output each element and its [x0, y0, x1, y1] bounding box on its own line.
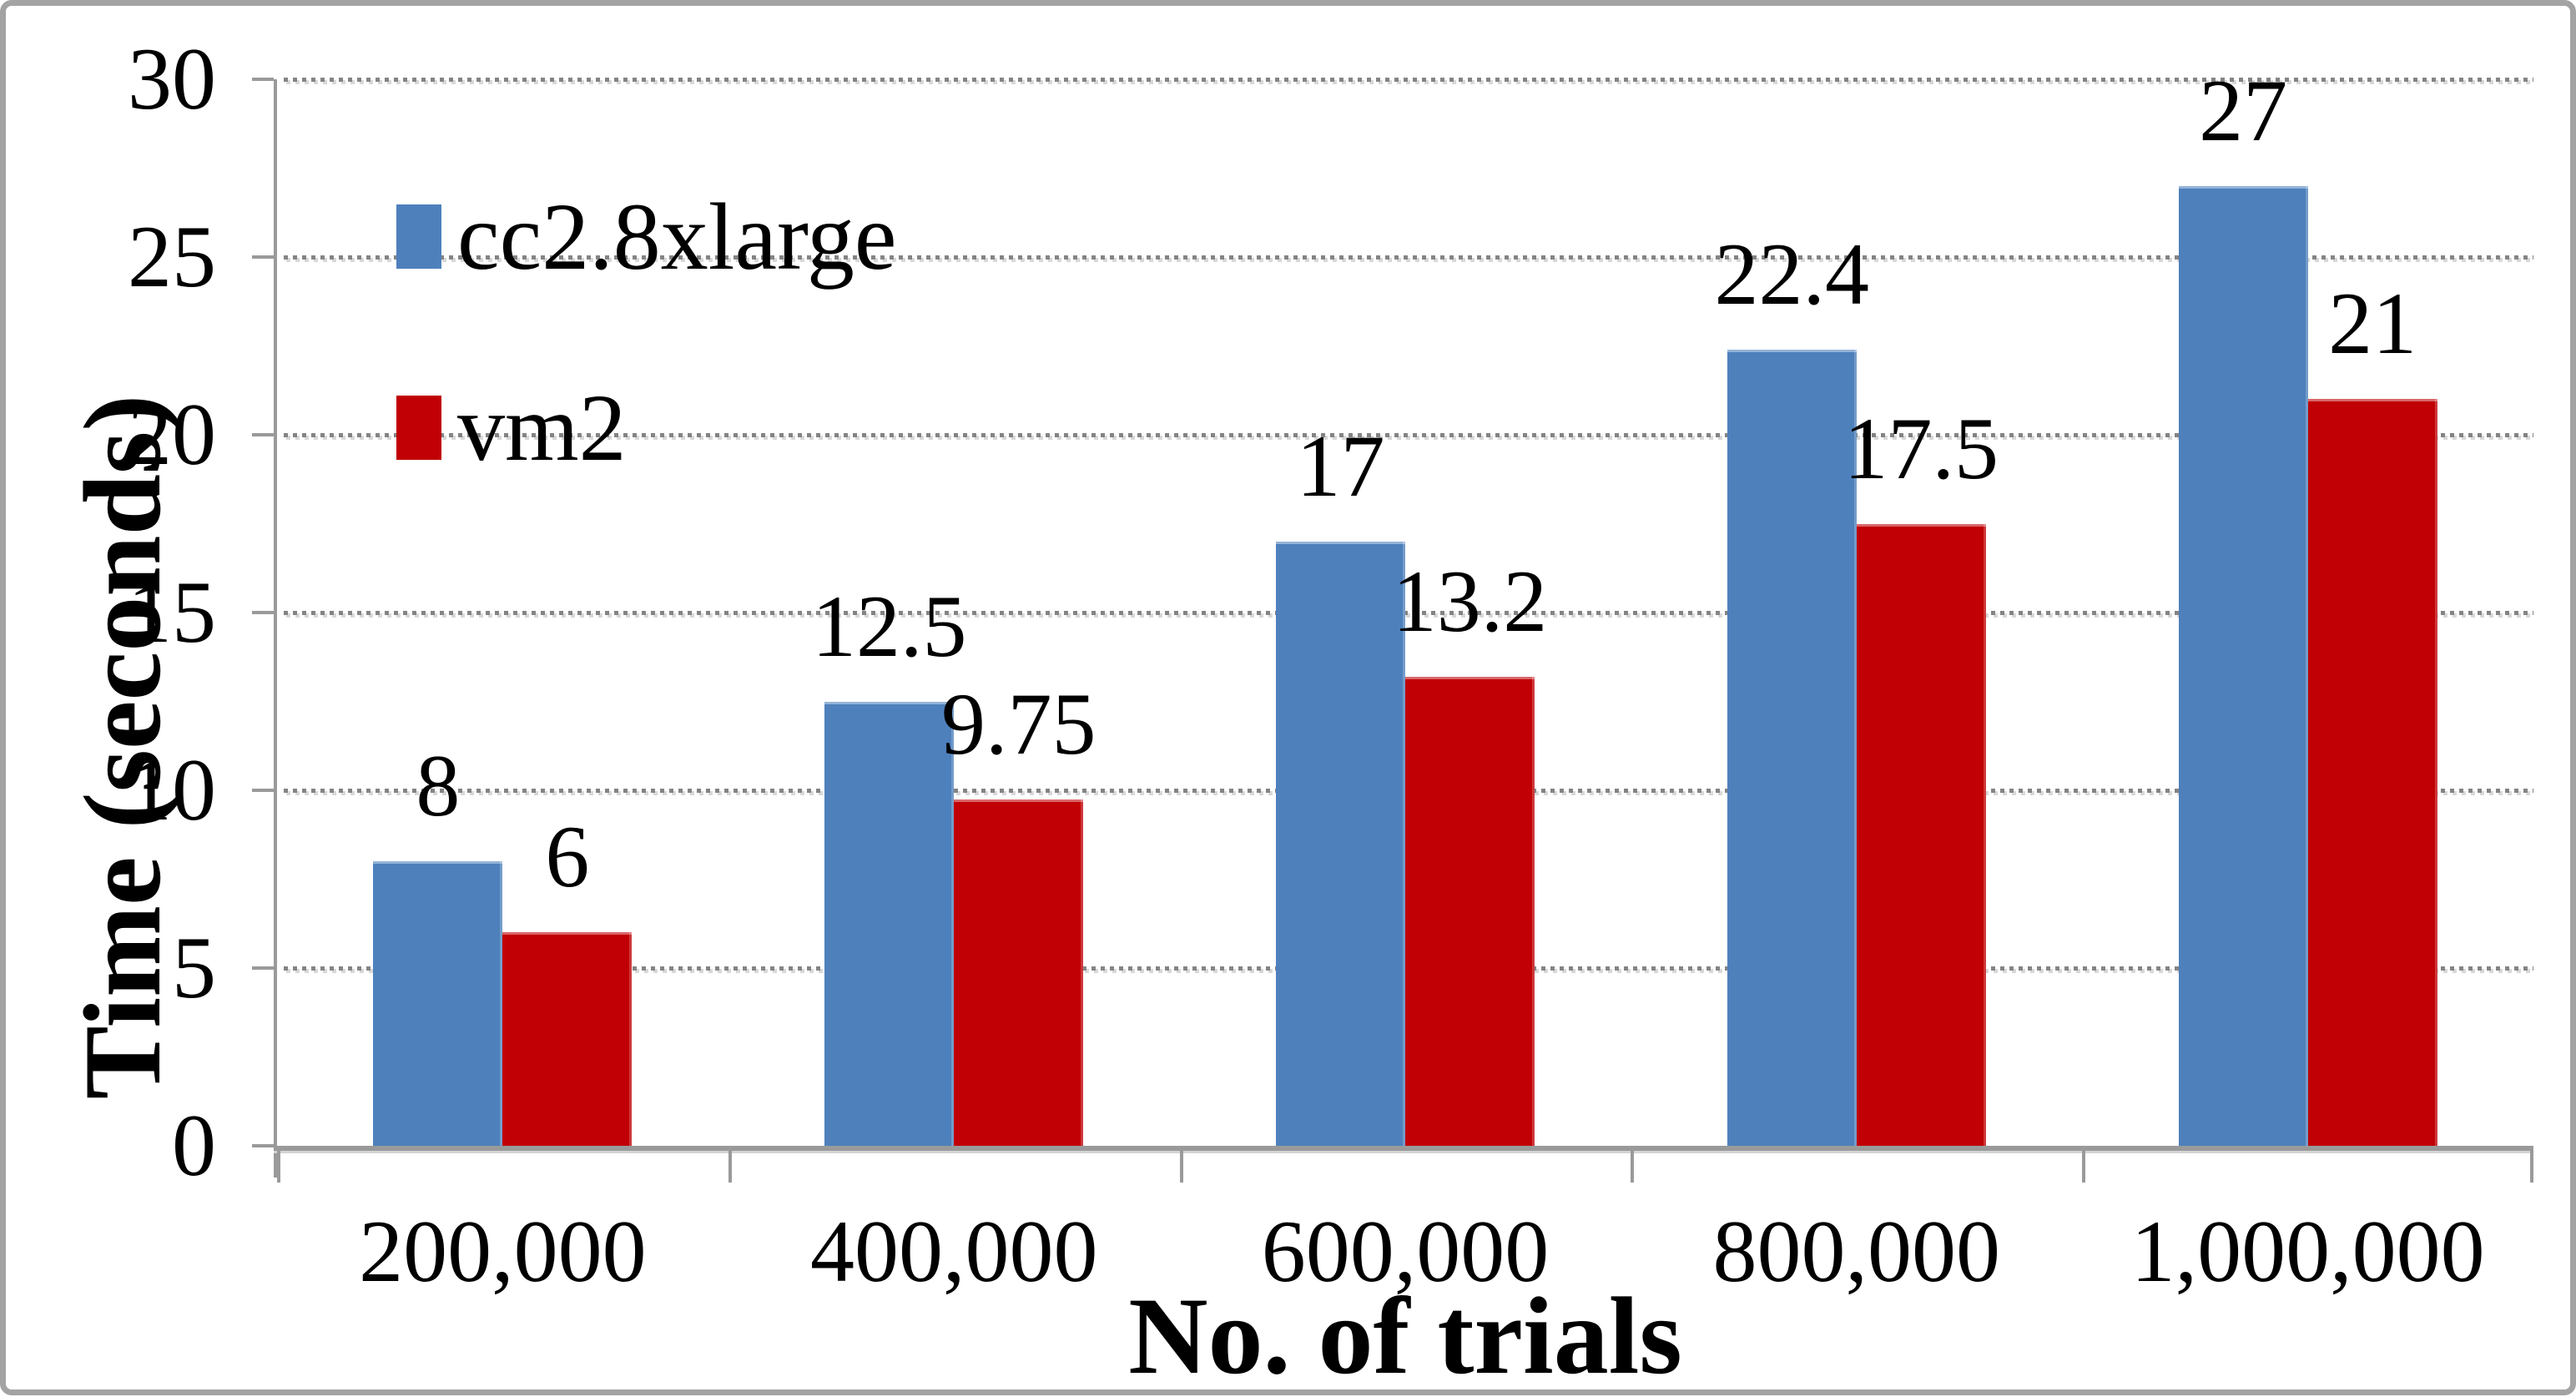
legend-label: cc2.8xlarge [457, 184, 897, 290]
legend-swatch-cc2.8xlarge [396, 204, 441, 269]
y-tick [252, 611, 274, 614]
y-tick-label: 0 [172, 1097, 216, 1194]
legend: cc2.8xlarge vm2 [396, 181, 896, 483]
x-tick-label: 400,000 [809, 1203, 1098, 1300]
y-tick-label: 15 [128, 563, 216, 661]
bar-vm2 [1856, 523, 1986, 1146]
y-axis-line [274, 79, 277, 1178]
y-tick-label: 10 [128, 741, 216, 839]
x-tick-label: 800,000 [1712, 1203, 2001, 1300]
bar-cc2.8xlarge [1276, 541, 1405, 1146]
bar-value-label: 9.75 [940, 674, 1096, 773]
x-tick-label: 600,000 [1261, 1203, 1550, 1300]
plot-area: 8 6 12.5 9.75 17 13.2 22.4 17.5 27 21 [252, 66, 2533, 1183]
bar-value-label: 12.5 [811, 577, 967, 675]
x-axis-line [274, 1146, 2533, 1151]
x-tick [277, 1151, 280, 1183]
y-tick [252, 966, 274, 970]
y-tick [252, 255, 274, 259]
gridline [284, 611, 2533, 618]
y-tick [252, 78, 274, 81]
y-tick-label: 30 [128, 30, 216, 128]
x-tick [2082, 1151, 2086, 1183]
x-tick [2530, 1151, 2533, 1183]
bar-vm2 [1405, 676, 1535, 1146]
x-tick-label: 1,000,000 [2130, 1203, 2485, 1300]
bar-value-label: 27 [2199, 61, 2288, 159]
y-tick [252, 1144, 274, 1147]
x-tick [728, 1151, 732, 1183]
bar-cc2.8xlarge [373, 861, 503, 1146]
bar-value-label: 13.2 [1392, 552, 1548, 650]
bar-value-label: 17.5 [1843, 399, 1999, 497]
bar-value-label: 17 [1296, 416, 1385, 515]
gridline [284, 78, 2533, 84]
bar-vm2 [2307, 399, 2437, 1146]
bar-value-label: 22.4 [1714, 224, 1870, 323]
x-tick-label: 200,000 [359, 1203, 647, 1300]
gridline [284, 433, 2533, 440]
y-tick-label: 25 [128, 208, 216, 305]
bar-cc2.8xlarge [1727, 349, 1857, 1146]
x-tick [1631, 1151, 1635, 1183]
y-tick [252, 433, 274, 436]
x-axis-title: No. of trials [1128, 1274, 1682, 1397]
gridline [284, 255, 2533, 262]
bar-value-label: 21 [2328, 275, 2417, 373]
y-tick-label: 5 [172, 919, 216, 1016]
x-tick [1179, 1151, 1183, 1183]
legend-swatch-vm2 [396, 396, 441, 460]
legend-item-cc2.8xlarge: cc2.8xlarge [396, 181, 896, 292]
y-tick [252, 789, 274, 792]
bar-value-label: 8 [416, 737, 461, 835]
bar-cc2.8xlarge [2178, 185, 2308, 1146]
bar-vm2 [502, 932, 633, 1146]
bar-cc2.8xlarge [824, 701, 955, 1146]
bar-value-label: 6 [545, 808, 590, 906]
bar-vm2 [954, 799, 1084, 1146]
y-tick-label: 20 [128, 386, 216, 483]
legend-label: vm2 [457, 375, 627, 481]
legend-item-vm2: vm2 [396, 372, 896, 483]
